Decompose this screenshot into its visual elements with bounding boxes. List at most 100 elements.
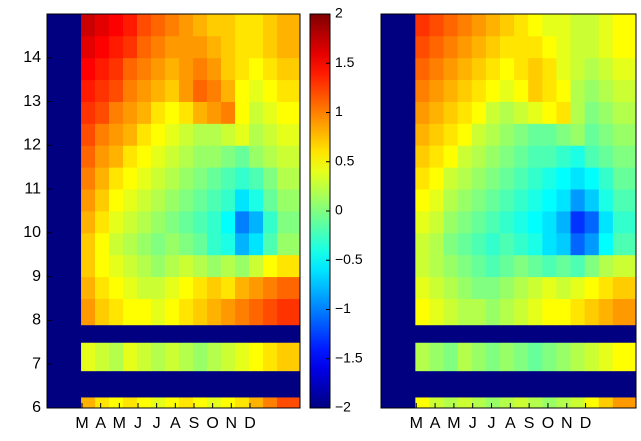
heat-cell <box>457 101 473 124</box>
heat-cell <box>598 342 614 372</box>
heat-cell <box>443 397 459 409</box>
heat-cell <box>193 211 208 234</box>
heat-cell <box>263 79 278 102</box>
heat-cell <box>457 232 473 256</box>
heat-cell <box>457 211 473 234</box>
heat-cell <box>179 298 194 326</box>
heat-cell <box>193 276 208 299</box>
heat-cell <box>485 79 501 102</box>
heat-cell <box>221 57 236 81</box>
heat-cell <box>542 145 557 168</box>
heat-cell <box>556 123 571 146</box>
heat-cell <box>381 35 416 59</box>
x-tick-label: M <box>447 415 460 432</box>
heat-cell <box>612 167 637 190</box>
heat-cell <box>584 324 600 343</box>
heat-cell <box>584 397 600 409</box>
heat-cell <box>471 324 487 343</box>
heat-cell <box>443 167 459 190</box>
heat-cell <box>221 254 236 278</box>
heat-cell <box>249 79 264 102</box>
heat-cell <box>514 397 529 409</box>
heat-cell <box>109 211 124 234</box>
heat-cell <box>443 276 459 299</box>
heat-cell <box>514 79 529 102</box>
heat-cell <box>137 35 152 59</box>
heat-cell <box>249 167 264 190</box>
heat-cell <box>485 211 501 234</box>
heat-cell <box>514 232 529 256</box>
heat-cell <box>47 123 82 146</box>
heat-cell <box>598 254 614 278</box>
heat-cell <box>528 342 543 372</box>
heat-cell <box>193 35 208 59</box>
heat-cell <box>235 189 250 212</box>
heat-cell <box>514 370 529 398</box>
x-tick-label: O <box>542 415 554 432</box>
heat-cell <box>81 101 96 124</box>
y-tick-label: 7 <box>32 355 41 372</box>
heat-cell <box>570 370 586 398</box>
heat-cell <box>193 298 208 326</box>
heat-cell <box>542 324 557 343</box>
heat-cell <box>415 276 430 299</box>
heat-cell <box>381 370 416 398</box>
heat-cell <box>584 189 600 212</box>
heat-cell <box>457 276 473 299</box>
heat-cell <box>235 167 250 190</box>
heat-cell <box>528 254 543 278</box>
heat-cell <box>221 324 236 343</box>
heat-cell <box>235 35 250 59</box>
heat-cell <box>207 189 222 212</box>
heat-cell <box>471 189 487 212</box>
heat-cell <box>249 397 264 409</box>
heat-cell <box>123 145 138 168</box>
heat-cell <box>443 35 459 59</box>
heat-cell <box>277 35 301 59</box>
heat-cell <box>612 342 637 372</box>
heat-cell <box>381 123 416 146</box>
heat-cell <box>415 123 430 146</box>
heat-cell <box>381 14 416 37</box>
heat-cell <box>277 123 301 146</box>
y-tick-label: 6 <box>32 399 41 416</box>
heat-cell <box>109 324 124 343</box>
heat-cell <box>514 35 529 59</box>
heat-cell <box>193 189 208 212</box>
heat-cell <box>47 342 82 372</box>
heat-cell <box>179 370 194 398</box>
heat-cell <box>165 232 180 256</box>
heat-cell <box>429 101 444 124</box>
heat-cell <box>249 101 264 124</box>
heat-cell <box>570 211 586 234</box>
heat-cell <box>598 167 614 190</box>
heat-cell <box>235 298 250 326</box>
heat-cell <box>165 57 180 81</box>
heat-cell <box>193 370 208 398</box>
heat-cell <box>277 101 301 124</box>
heat-cell <box>137 276 152 299</box>
heat-cell <box>95 324 110 343</box>
heat-cell <box>221 298 236 326</box>
heat-cell <box>249 254 264 278</box>
heat-cell <box>443 57 459 81</box>
heat-cell <box>95 397 110 409</box>
heat-cell <box>556 254 571 278</box>
heat-cell <box>95 123 110 146</box>
heat-cell <box>47 101 82 124</box>
heat-cell <box>542 211 557 234</box>
heat-cell <box>514 211 529 234</box>
heat-cell <box>485 123 501 146</box>
heat-cell <box>151 123 166 146</box>
heat-cell <box>499 145 515 168</box>
heat-cell <box>457 57 473 81</box>
heat-cell <box>95 342 110 372</box>
heat-cell <box>443 254 459 278</box>
heat-cell <box>109 167 124 190</box>
heat-cell <box>109 397 124 409</box>
heat-cell <box>207 370 222 398</box>
heat-cell <box>47 145 82 168</box>
heat-cell <box>584 167 600 190</box>
heat-cell <box>249 276 264 299</box>
heat-cell <box>95 254 110 278</box>
